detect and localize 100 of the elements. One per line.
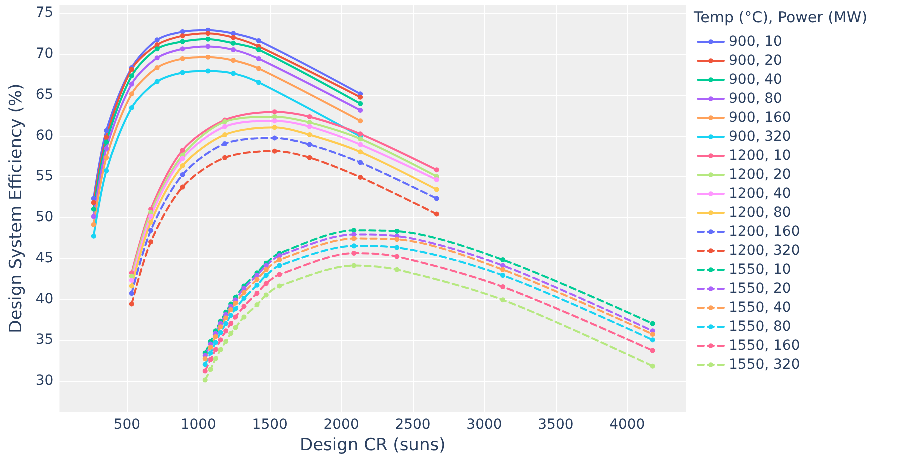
point	[256, 80, 262, 86]
point	[129, 74, 134, 79]
point	[500, 258, 506, 263]
point	[231, 35, 236, 40]
point	[202, 378, 208, 383]
point	[352, 263, 357, 268]
point	[213, 347, 218, 352]
point	[222, 124, 228, 130]
point	[104, 140, 110, 145]
point	[233, 325, 238, 330]
point	[307, 120, 312, 126]
point	[358, 142, 364, 148]
point	[352, 228, 357, 234]
point	[206, 36, 211, 42]
point	[104, 146, 110, 152]
point	[256, 66, 262, 72]
legend-label: 1200, 40	[729, 186, 792, 202]
point	[206, 68, 211, 74]
point	[233, 300, 238, 306]
point	[272, 136, 278, 141]
point	[148, 228, 154, 234]
legend-label: 1550, 10	[729, 262, 792, 278]
point	[228, 331, 234, 336]
point	[104, 155, 110, 160]
legend-label: 1200, 10	[729, 148, 792, 164]
point	[218, 338, 224, 343]
point	[272, 114, 278, 120]
point	[394, 245, 400, 250]
point	[650, 348, 656, 354]
legend-label: 1550, 20	[729, 281, 792, 297]
point	[500, 284, 506, 290]
point	[228, 313, 234, 318]
point	[231, 40, 236, 46]
point	[434, 168, 440, 173]
point	[394, 267, 400, 272]
point	[104, 168, 110, 174]
point	[358, 136, 364, 142]
point	[202, 362, 208, 368]
point	[154, 56, 160, 61]
point	[358, 94, 364, 100]
legend-label: 1200, 160	[729, 224, 800, 240]
point	[307, 142, 312, 148]
point	[254, 282, 260, 288]
point	[180, 29, 186, 34]
point	[650, 364, 656, 369]
point	[224, 321, 229, 326]
legend-label: 1550, 80	[729, 319, 792, 335]
point	[206, 31, 211, 36]
x-axis-title: Design CR (suns)	[300, 436, 446, 456]
point	[208, 350, 214, 356]
point	[231, 31, 236, 36]
point	[129, 82, 134, 87]
legend-title: Temp (°C), Power (MW)	[693, 8, 868, 26]
point	[254, 291, 260, 296]
point	[352, 232, 357, 238]
point	[202, 368, 208, 374]
x-tick-label: 1000	[180, 417, 216, 434]
y-tick-label: 65	[36, 86, 54, 103]
legend-label: 1550, 320	[729, 357, 800, 373]
point	[129, 284, 134, 289]
point	[208, 345, 214, 350]
point	[650, 321, 656, 326]
point	[180, 172, 186, 178]
point	[256, 38, 262, 44]
point	[434, 177, 440, 182]
point	[264, 273, 269, 278]
point	[129, 278, 134, 283]
point	[104, 134, 110, 140]
point	[91, 200, 96, 206]
point	[208, 357, 214, 362]
point	[256, 47, 262, 52]
legend-label: 1550, 40	[729, 300, 792, 316]
point	[91, 214, 96, 220]
point	[206, 44, 211, 50]
point	[264, 281, 269, 286]
point	[264, 292, 269, 298]
point	[148, 220, 154, 225]
point	[307, 114, 312, 120]
legend-label: 900, 160	[729, 110, 792, 126]
point	[218, 324, 224, 330]
point	[272, 125, 278, 130]
point	[307, 124, 312, 130]
point	[434, 212, 440, 217]
point	[233, 314, 238, 320]
point	[254, 277, 260, 282]
point	[129, 106, 134, 110]
point	[129, 92, 134, 97]
point	[91, 234, 96, 239]
point	[154, 65, 160, 70]
point	[277, 284, 282, 289]
point	[650, 338, 656, 343]
point	[180, 39, 186, 44]
point	[277, 263, 282, 268]
y-tick-label: 70	[36, 46, 54, 62]
point	[307, 155, 312, 160]
point	[434, 196, 440, 202]
point	[256, 56, 262, 62]
point	[272, 110, 278, 115]
legend-label: 1200, 20	[729, 167, 792, 183]
x-tick-label: 3500	[538, 417, 574, 434]
